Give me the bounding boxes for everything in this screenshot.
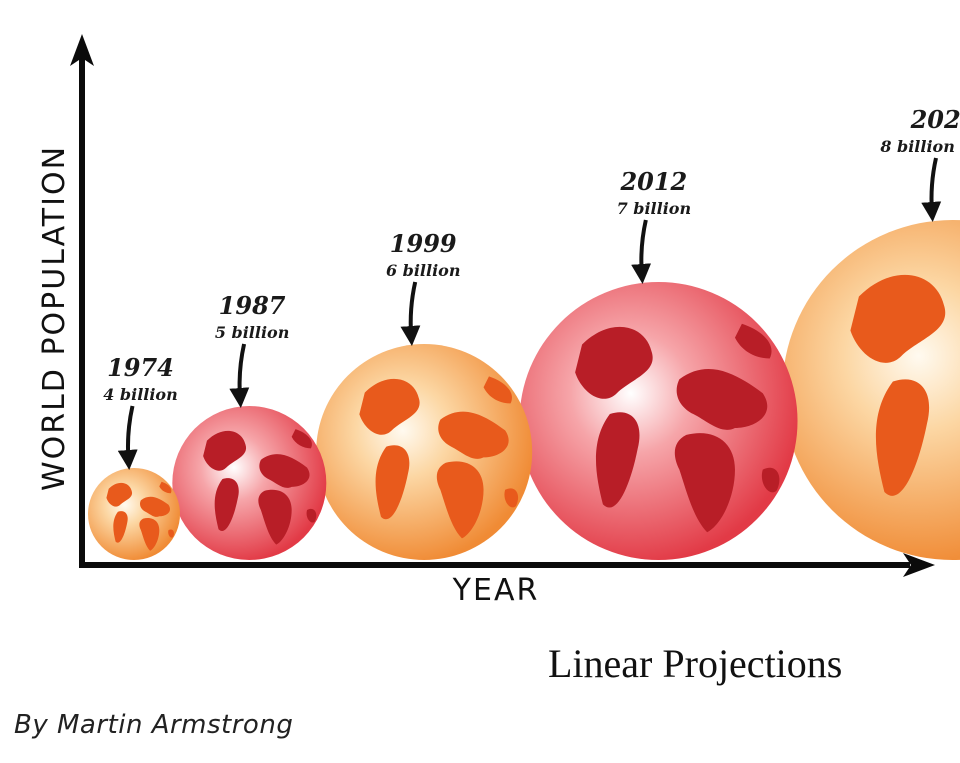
continent-shape [214, 478, 239, 531]
value-label-2027: 8 billion (est.) [879, 137, 960, 156]
continent-shape [575, 326, 653, 399]
continent-shape [203, 430, 247, 471]
continent-shape [113, 511, 128, 543]
continent-shape [258, 489, 292, 545]
pointer-arrow-1999 [400, 281, 421, 346]
continent-shape [359, 378, 420, 435]
globe-1974 [88, 468, 180, 560]
continent-shape [306, 508, 317, 523]
globe-2012 [519, 282, 798, 560]
x-axis-arrowhead [903, 553, 935, 577]
continent-shape [168, 529, 175, 538]
continent-shape [106, 482, 133, 507]
continent-shape [761, 467, 780, 493]
year-label-2027: 2027 [910, 105, 960, 134]
globe-landmass [106, 481, 175, 551]
continent-shape [875, 379, 930, 496]
data-labels: 1974 4 billion 1987 5 billion 1999 6 billion 2… [103, 105, 960, 404]
value-label-1999: 6 billion [386, 261, 461, 280]
continent-shape [504, 488, 519, 508]
axes [70, 34, 935, 577]
globe-1987 [172, 406, 327, 560]
continent-shape [676, 368, 768, 430]
year-label-1974: 1974 [107, 353, 174, 382]
pointer-arrow-1974 [117, 405, 138, 470]
globe-landmass [203, 429, 317, 545]
continent-shape [139, 518, 160, 551]
continent-shape [438, 411, 509, 459]
continent-shape [375, 445, 410, 520]
continent-shape [674, 433, 735, 533]
author-credit: By Martin Armstrong [14, 710, 294, 740]
year-label-1999: 1999 [390, 229, 457, 258]
continent-shape [291, 429, 312, 449]
pointer-arrow-2012 [631, 219, 652, 284]
globe-landmass [850, 274, 946, 496]
year-label-1987: 1987 [219, 291, 286, 320]
continent-shape [159, 481, 172, 494]
value-label-1974: 4 billion [103, 385, 178, 404]
value-label-2012: 7 billion [617, 199, 692, 218]
continent-shape [259, 454, 310, 488]
continent-shape [139, 496, 170, 517]
pointer-arrow-1987 [229, 343, 250, 408]
globe-1999 [316, 344, 533, 560]
y-axis-arrowhead [70, 34, 94, 66]
x-axis-title: YEAR [452, 573, 540, 608]
continent-shape [595, 412, 640, 508]
globes-layer [88, 220, 960, 560]
globe-2027 [782, 220, 960, 560]
pointer-arrows [117, 157, 942, 470]
continent-shape [483, 376, 512, 404]
value-label-1987: 5 billion [215, 323, 290, 342]
globe-landmass [575, 323, 780, 533]
continent-shape [436, 461, 484, 539]
globe-landmass [359, 376, 519, 539]
pointer-arrow-2027 [921, 157, 942, 222]
globe-disc [782, 220, 960, 560]
year-label-2012: 2012 [619, 167, 687, 196]
continent-shape [734, 323, 772, 359]
continent-shape [850, 274, 946, 363]
subtitle: Linear Projections [548, 641, 843, 686]
y-axis-title: WORLD POPULATION [37, 145, 72, 491]
